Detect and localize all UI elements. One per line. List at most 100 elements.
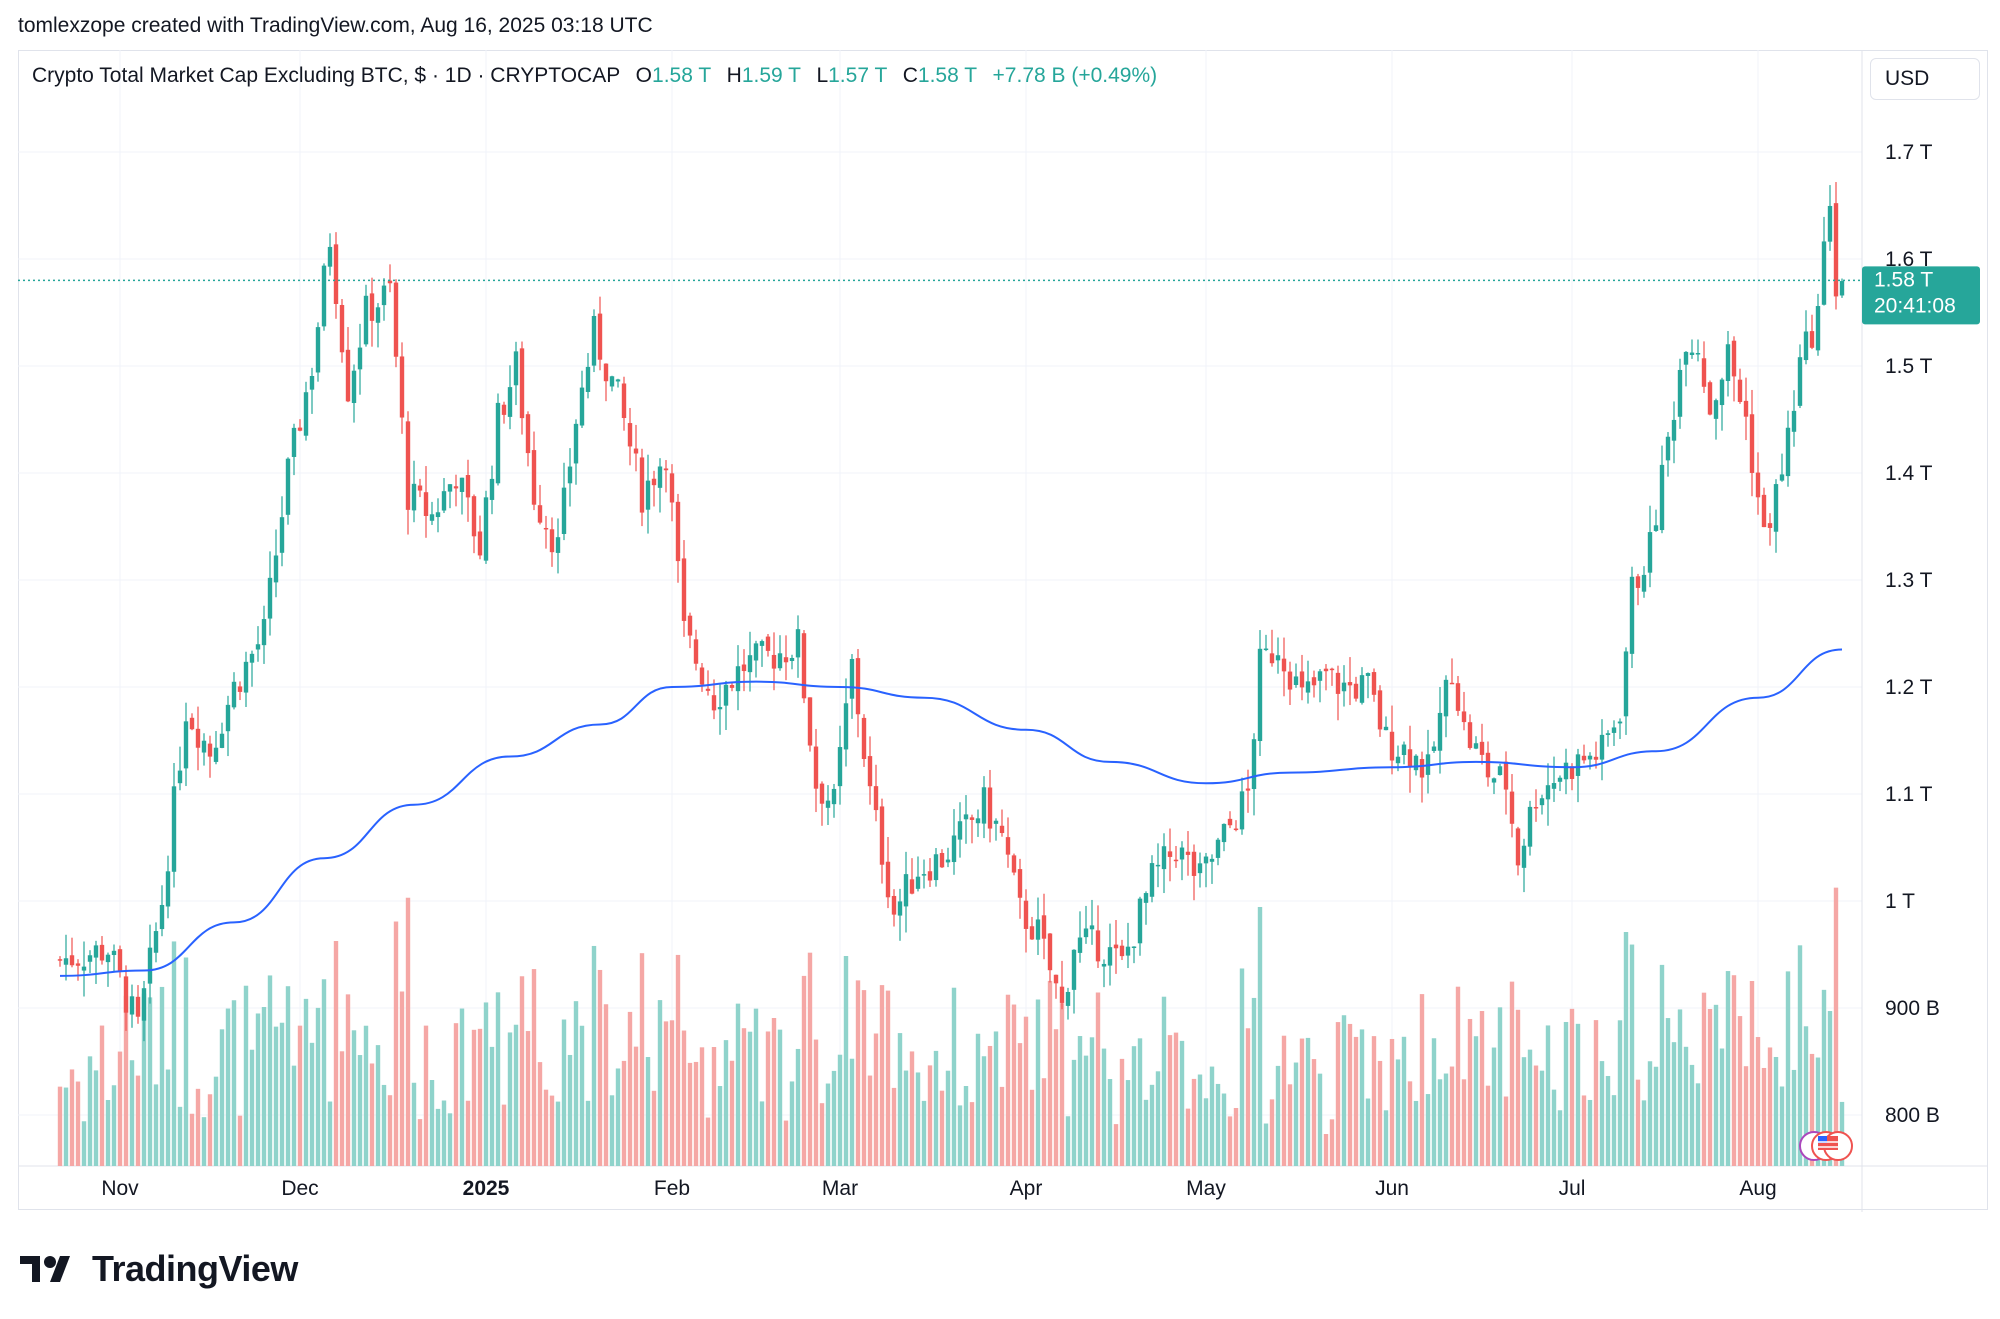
- volume-bar: [987, 1045, 993, 1166]
- tradingview-logo-icon: [20, 1256, 70, 1282]
- volume-bar: [615, 1068, 621, 1166]
- volume-bar: [1749, 981, 1755, 1166]
- volume-bar: [1161, 996, 1167, 1166]
- volume-bar: [321, 979, 327, 1166]
- candle-body: [1173, 859, 1179, 862]
- y-tick-label: 1.5 T: [1885, 355, 1933, 378]
- candle-body: [1305, 681, 1311, 693]
- volume-bar: [1743, 1066, 1749, 1166]
- volume-bar: [267, 975, 273, 1166]
- candle-body: [1077, 937, 1083, 953]
- x-tick-label: May: [1186, 1177, 1226, 1200]
- candle-body: [195, 728, 201, 748]
- candle-body: [861, 717, 867, 759]
- candle-body: [1239, 791, 1245, 830]
- brand-logo[interactable]: TradingView: [20, 1248, 298, 1290]
- volume-bar: [453, 1023, 459, 1166]
- volume-bar: [579, 1025, 585, 1166]
- candle-body: [1209, 858, 1215, 862]
- volume-bar: [1275, 1065, 1281, 1166]
- volume-bar: [1473, 1036, 1479, 1166]
- volume-bar: [285, 986, 291, 1166]
- candle-body: [777, 653, 783, 669]
- volume-bar: [1041, 1078, 1047, 1166]
- candle-body: [801, 633, 807, 699]
- volume-bar: [1467, 1018, 1473, 1166]
- candle-body: [909, 879, 915, 894]
- candle-body: [897, 901, 903, 916]
- candle-body: [1815, 306, 1821, 351]
- candle-body: [1185, 851, 1191, 855]
- candle-body: [1695, 353, 1701, 355]
- currency-button[interactable]: USD: [1870, 58, 1980, 100]
- candle-body: [885, 861, 891, 898]
- candle-body: [105, 954, 111, 963]
- volume-bar: [1377, 1060, 1383, 1166]
- volume-bar: [1671, 1042, 1677, 1166]
- volume-bar: [1737, 1016, 1743, 1166]
- volume-bar: [1191, 1078, 1197, 1166]
- volume-bar: [1581, 1095, 1587, 1166]
- volume-bar: [1107, 1079, 1113, 1166]
- candle-body: [1653, 525, 1659, 531]
- volume-bar: [861, 990, 867, 1166]
- volume-bar: [123, 995, 129, 1166]
- candle-body: [111, 950, 117, 956]
- volume-bar: [309, 1042, 315, 1166]
- volume-bar: [153, 1084, 159, 1166]
- candle-body: [1401, 744, 1407, 756]
- volume-bar: [1155, 1071, 1161, 1166]
- volume-bar: [849, 1058, 855, 1166]
- candle-body: [699, 667, 705, 685]
- candle-body: [1323, 668, 1329, 672]
- volume-bar: [1299, 1038, 1305, 1166]
- candle-body: [1227, 818, 1233, 826]
- candle-body: [1563, 762, 1569, 780]
- change-value: +7.78 B (+0.49%): [992, 64, 1158, 87]
- volume-bar: [945, 1070, 951, 1166]
- candle-body: [303, 392, 309, 436]
- volume-bar: [627, 1011, 633, 1166]
- y-axis: 1.7 T 1.6 T 1.5 T 1.4 T 1.3 T 1.2 T 1.1 T 1 T 90…: [1885, 141, 1940, 1127]
- candle-body: [1293, 676, 1299, 686]
- volume-bar: [975, 1033, 981, 1166]
- volume-bar: [93, 1070, 99, 1166]
- volume-bar: [711, 1047, 717, 1166]
- volume-bar: [957, 1105, 963, 1166]
- candle-body: [1287, 671, 1293, 690]
- volume-bar: [483, 1002, 489, 1166]
- candle-body: [1593, 756, 1599, 760]
- candle-body: [69, 955, 75, 966]
- volume-bar: [765, 1031, 771, 1166]
- volume-bar: [99, 1025, 105, 1166]
- candle-body: [945, 859, 951, 863]
- candle-body: [1161, 846, 1167, 870]
- candle-body: [411, 483, 417, 511]
- open-value: 1.58 T: [652, 64, 711, 87]
- symbol-title: Crypto Total Market Cap Excluding BTC, $…: [32, 64, 620, 87]
- candle-body: [519, 348, 525, 419]
- volume-bar: [1491, 1047, 1497, 1166]
- candle-body: [525, 414, 531, 454]
- candle-body: [615, 379, 621, 382]
- candle-body: [387, 280, 393, 284]
- candle-body: [1005, 837, 1011, 855]
- candle-body: [1029, 926, 1035, 940]
- candle-body: [321, 265, 327, 327]
- volume-bar: [273, 1026, 279, 1166]
- volume-bar: [663, 1021, 669, 1166]
- candle-body: [1071, 949, 1077, 990]
- volume-bar: [915, 1072, 921, 1166]
- candle-body: [1245, 788, 1251, 791]
- candle-body: [561, 487, 567, 534]
- candle-body: [1515, 828, 1521, 866]
- candle-body: [471, 496, 477, 537]
- volume-bar: [237, 1115, 243, 1166]
- last-price-tag-background: [1862, 266, 1980, 325]
- volume-bar: [1179, 1040, 1185, 1166]
- candle-body: [141, 988, 147, 1021]
- candle-body: [1449, 682, 1455, 685]
- volume-bar: [747, 1031, 753, 1166]
- x-tick-label: Nov: [101, 1177, 139, 1200]
